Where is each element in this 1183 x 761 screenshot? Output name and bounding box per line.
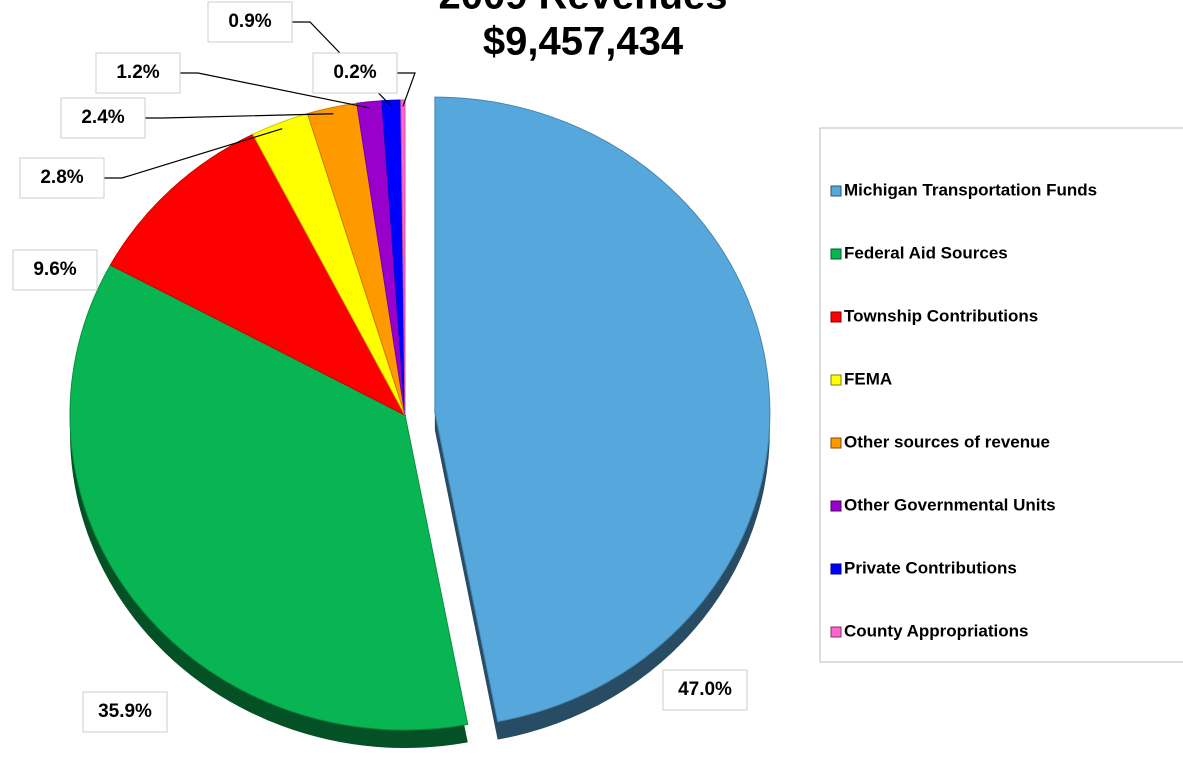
chart-title: 2009 Revenues <box>438 0 727 18</box>
legend-marker <box>830 437 842 449</box>
slice <box>434 96 771 723</box>
chart-subtitle: $9,457,434 <box>483 20 684 64</box>
legend-label: Other Governmental Units <box>844 495 1056 514</box>
data-label: 47.0% <box>678 679 732 700</box>
data-label-box <box>82 691 168 733</box>
data-label-box <box>95 52 181 94</box>
slice <box>69 264 469 731</box>
legend-label: Other sources of revenue <box>844 432 1050 451</box>
data-label: 2.4% <box>81 107 124 128</box>
data-label: 0.2% <box>333 62 376 83</box>
leader-line <box>102 128 283 179</box>
data-label-box <box>19 157 105 199</box>
legend-label: FEMA <box>844 369 892 388</box>
legend-label: County Appropriations <box>844 621 1028 640</box>
legend-marker <box>830 311 842 323</box>
legend-marker <box>830 248 842 260</box>
legend-marker <box>830 500 842 512</box>
data-label-box <box>662 669 748 711</box>
data-label: 2.8% <box>40 167 83 188</box>
legend-marker <box>830 374 842 386</box>
data-label: 0.9% <box>228 11 271 32</box>
data-label-box <box>312 52 398 94</box>
legend-label: Federal Aid Sources <box>844 243 1008 262</box>
legend-label: Michigan Transportation Funds <box>844 180 1097 199</box>
legend-label: Township Contributions <box>844 306 1038 325</box>
legend-label: Private Contributions <box>844 558 1017 577</box>
leader-line <box>143 113 334 119</box>
data-label-box <box>207 1 293 43</box>
data-label: 9.6% <box>33 259 76 280</box>
data-label-box <box>60 97 146 139</box>
leader-line <box>395 72 416 107</box>
data-label: 1.2% <box>116 62 159 83</box>
legend-marker <box>830 185 842 197</box>
legend-marker <box>830 626 842 638</box>
legend-box <box>819 127 1183 663</box>
legend-marker <box>830 563 842 575</box>
data-label: 35.9% <box>98 701 152 722</box>
data-label-box <box>12 249 98 291</box>
slice <box>109 133 407 417</box>
leader-line <box>178 72 371 109</box>
